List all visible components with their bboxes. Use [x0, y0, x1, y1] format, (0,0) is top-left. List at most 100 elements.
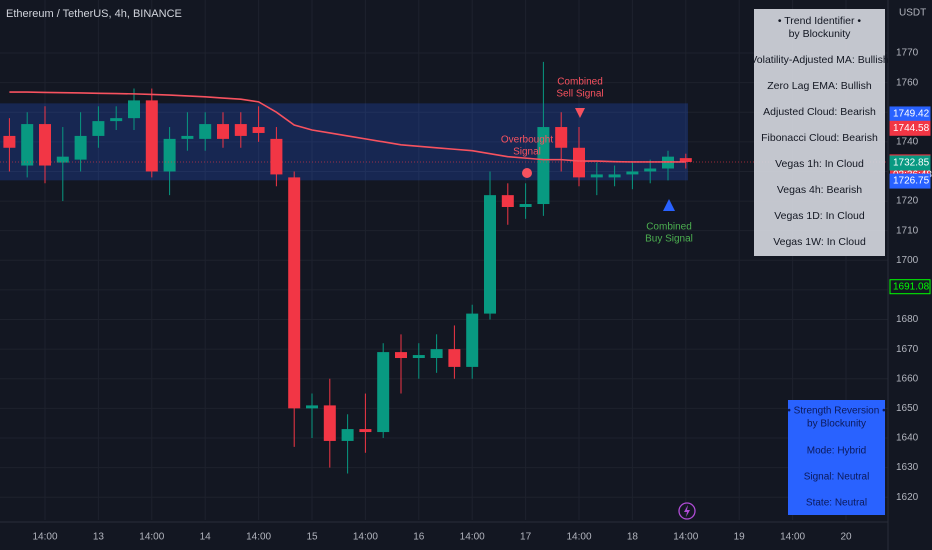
candle-body [537, 127, 550, 205]
candle-body [199, 124, 212, 139]
candle-body [608, 174, 621, 178]
candle-body [679, 158, 692, 162]
price-tag-label: 1744.58 [893, 123, 930, 134]
y-tick-label: 1770 [896, 48, 919, 59]
annotation-text: Signal [513, 147, 541, 158]
candle-body [163, 138, 176, 172]
candle-body [306, 405, 318, 409]
candle-body [217, 124, 229, 139]
annotation-text: Combined [646, 222, 692, 233]
overlay: 1749.421744.581733.2203:36:481732.851726… [750, 9, 932, 515]
trend-panel-line: Vegas 4h: Bearish [777, 184, 862, 196]
trend-panel-line: Volatility-Adjusted MA: Bullish [750, 54, 888, 66]
strength-panel-line: Mode: Hybrid [807, 446, 866, 457]
candle-body [74, 135, 87, 160]
y-tick-label: 1640 [896, 433, 919, 444]
x-tick-label: 13 [93, 532, 105, 543]
candle-body [573, 147, 585, 178]
x-tick-label: 20 [840, 532, 852, 543]
price-tag [889, 120, 931, 136]
candle-body [181, 135, 194, 139]
y-tick-label: 1720 [896, 196, 919, 207]
y-tick-label: 1760 [896, 77, 919, 88]
y-tick-label: 1740 [896, 136, 919, 147]
candle-body [644, 168, 657, 172]
price-tag-label: 1749.42 [893, 109, 930, 120]
x-tick-label: 19 [734, 532, 746, 543]
x-tick-label: 14:00 [780, 532, 805, 543]
candle-body [128, 100, 140, 119]
x-tick-label: 14:00 [566, 532, 591, 543]
candle-body [501, 195, 514, 207]
annotation-text: Overbought [501, 135, 553, 146]
candle-body [252, 127, 265, 133]
candle-body [341, 429, 354, 441]
y-tick-label: 1680 [896, 314, 919, 325]
strength-panel-line: State: Neutral [806, 498, 867, 509]
price-tag [889, 173, 931, 189]
y-tick-label: 1650 [896, 403, 919, 414]
currency: USDT [899, 8, 926, 19]
candle-body [234, 124, 247, 136]
strength-panel-line: by Blockunity [807, 419, 866, 430]
price-tag-label: 1691.08 [893, 281, 930, 292]
strength-panel [788, 400, 885, 515]
candle-body [590, 174, 603, 178]
y-tick-label: 1670 [896, 344, 919, 355]
x-tick-label: 18 [627, 532, 639, 543]
annotation-text: Sell Signal [556, 89, 603, 100]
candle-body [430, 349, 443, 359]
trend-panel-line: • Trend Identifier • [778, 15, 862, 27]
symbol-title: Ethereum / TetherUS, 4h, BINANCE [6, 8, 182, 20]
event-icon-bolt [684, 505, 690, 517]
signal-dot [522, 168, 532, 178]
candle-body [270, 138, 283, 175]
trend-panel-line: Vegas 1D: In Cloud [774, 210, 865, 222]
trend-panel-line: Vegas 1W: In Cloud [773, 236, 866, 248]
y-tick-label: 1700 [896, 255, 919, 266]
strength-panel-line: • Strength Reversion • [787, 406, 886, 417]
candle-body [110, 118, 123, 122]
price-tag-label: 1726.75 [893, 176, 930, 187]
y-tick-label: 1630 [896, 462, 919, 473]
candle-body [626, 171, 639, 175]
candle-body [56, 156, 69, 163]
trend-panel-line: Adjusted Cloud: Bearish [763, 106, 876, 118]
price-tag [889, 279, 931, 295]
trend-panel-line: Vegas 1h: In Cloud [775, 158, 864, 170]
price-tag [889, 155, 931, 171]
event-icon[interactable] [678, 502, 696, 520]
sell-arrow [575, 108, 585, 118]
x-tick-label: 14:00 [246, 532, 271, 543]
buy-arrow [663, 199, 675, 211]
annotation-text: Combined [557, 77, 603, 88]
y-tick-label: 1710 [896, 225, 919, 236]
candle-body [484, 195, 496, 314]
x-tick-label: 14:00 [353, 532, 378, 543]
candle-body [21, 124, 34, 166]
candle-body [519, 204, 532, 207]
candle-body [39, 124, 51, 166]
annotation-text: Buy Signal [645, 234, 693, 245]
candle-body [92, 121, 105, 136]
candle-body [323, 405, 336, 441]
trend-panel [754, 9, 885, 256]
candle-body [412, 355, 425, 359]
candle-body [288, 177, 301, 409]
x-tick-label: 14:00 [32, 532, 57, 543]
price-tag-label: 1732.85 [893, 158, 930, 169]
x-tick-label: 17 [520, 532, 532, 543]
candle-body [377, 352, 390, 433]
candle-body [555, 127, 568, 148]
y-tick-label: 1620 [896, 492, 919, 503]
x-tick-label: 14:00 [673, 532, 698, 543]
trend-panel-line: Zero Lag EMA: Bullish [767, 80, 872, 92]
x-tick-label: 14:00 [460, 532, 485, 543]
trend-panel-line: Fibonacci Cloud: Bearish [761, 132, 878, 144]
trend-panel-line: by Blockunity [789, 28, 852, 40]
candle-body [3, 135, 16, 148]
x-tick-label: 14 [200, 532, 212, 543]
